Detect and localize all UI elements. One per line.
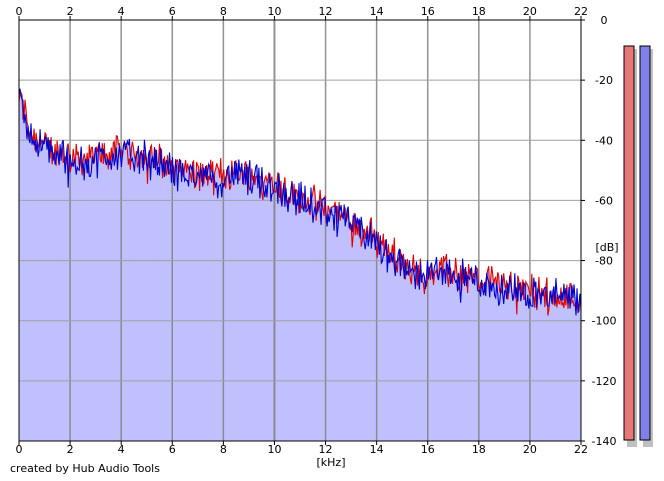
- x-tick-label-bottom-16: 16: [421, 443, 435, 456]
- x-tick-label-bottom-20: 20: [523, 443, 537, 456]
- x-tick-label-bottom-14: 14: [370, 443, 384, 456]
- level-meter-1: [623, 45, 635, 441]
- y-tick-label-0: 0: [601, 14, 608, 27]
- spectrum-fill: [19, 88, 581, 441]
- y-tick-label--40: -40: [595, 134, 613, 147]
- x-tick-label-top-20: 20: [523, 5, 537, 18]
- x-tick-label-top-18: 18: [472, 5, 486, 18]
- y-tick-label--100: -100: [592, 315, 617, 328]
- x-tick-label-bottom-8: 8: [220, 443, 227, 456]
- footer-credit: created by Hub Audio Tools: [10, 462, 160, 475]
- series-lines: [18, 88, 582, 316]
- x-tick-label-top-0: 0: [16, 5, 23, 18]
- x-tick-label-bottom-0: 0: [16, 443, 23, 456]
- y-axis-label: [dB]: [595, 241, 618, 254]
- x-tick-label-top-16: 16: [421, 5, 435, 18]
- x-tick-label-top-6: 6: [169, 5, 176, 18]
- plot-frame: [18, 19, 582, 442]
- spectrum-area: [19, 88, 581, 441]
- grid: [19, 20, 581, 441]
- x-tick-label-bottom-4: 4: [118, 443, 125, 456]
- x-tick-label-bottom-10: 10: [267, 443, 281, 456]
- axes: 002244668810101212141416161818202022220-…: [16, 5, 619, 469]
- x-axis-label: [kHz]: [317, 456, 346, 469]
- x-tick-label-top-2: 2: [67, 5, 74, 18]
- y-tick-label--80: -80: [595, 255, 613, 268]
- x-tick-label-top-4: 4: [118, 5, 125, 18]
- y-tick-label--140: -140: [592, 435, 617, 448]
- x-tick-label-bottom-12: 12: [319, 443, 333, 456]
- x-tick-label-top-12: 12: [319, 5, 333, 18]
- series-line-2: [18, 88, 582, 316]
- x-tick-label-top-14: 14: [370, 5, 384, 18]
- level-meters: [623, 45, 653, 447]
- y-tick-label--60: -60: [595, 194, 613, 207]
- x-tick-label-top-8: 8: [220, 5, 227, 18]
- level-meter-2: [639, 45, 651, 441]
- y-tick-label--20: -20: [595, 74, 613, 87]
- x-tick-label-bottom-2: 2: [67, 443, 74, 456]
- x-tick-label-bottom-22: 22: [574, 443, 588, 456]
- y-tick-label--120: -120: [592, 375, 617, 388]
- x-tick-label-top-22: 22: [574, 5, 588, 18]
- x-tick-label-bottom-18: 18: [472, 443, 486, 456]
- x-tick-label-top-10: 10: [267, 5, 281, 18]
- x-tick-label-bottom-6: 6: [169, 443, 176, 456]
